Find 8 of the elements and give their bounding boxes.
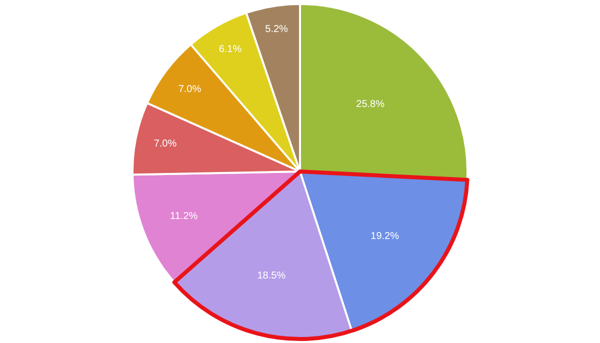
data-label: 19.2%	[370, 230, 400, 242]
data-label: 7.0%	[154, 138, 177, 150]
data-label: 6.1%	[218, 44, 242, 55]
data-label: 7.0%	[178, 84, 202, 95]
data-label: 25.8%	[356, 99, 385, 110]
data-label: 11.2%	[170, 211, 198, 222]
data-label: 18.5%	[257, 270, 286, 282]
data-label: 5.2%	[265, 24, 288, 35]
